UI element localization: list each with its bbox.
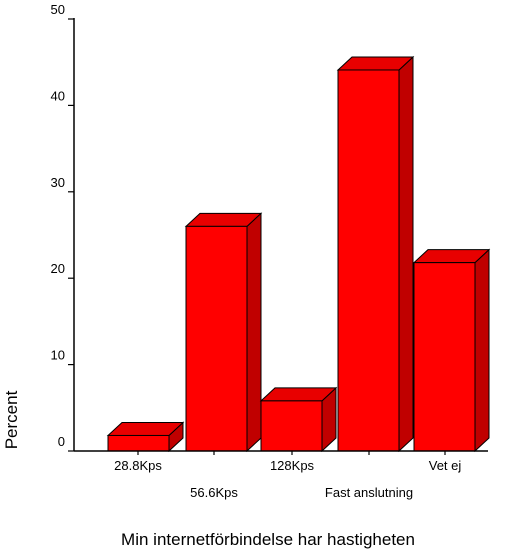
x-tick-label: 128Kps — [270, 458, 315, 473]
bar-front-face — [107, 434, 170, 452]
y-tick-label: 50 — [51, 2, 65, 17]
y-tick-label: 40 — [51, 88, 65, 103]
bar-28-8kps — [106, 421, 185, 453]
y-tick-label: 30 — [51, 175, 65, 190]
y-tick-label: 0 — [58, 434, 65, 449]
bar-128kps — [259, 386, 338, 453]
bar-side-face — [474, 248, 490, 453]
bar-vet-ej — [412, 248, 491, 453]
bar-front-face — [260, 400, 323, 452]
x-axis-ticks: 28.8Kps 56.6Kps 128Kps Fast anslutning Vet e… — [114, 451, 461, 500]
bar-top-face — [412, 249, 491, 264]
bar-top-face — [106, 421, 185, 436]
y-axis-ticks: 0 10 20 30 40 50 — [51, 2, 74, 452]
x-tick-label: Vet ej — [429, 458, 462, 473]
y-axis-title: Percent — [2, 390, 21, 449]
bar-front-face — [337, 69, 400, 452]
x-tick-label: 28.8Kps — [114, 458, 162, 473]
bar-front-face — [185, 225, 248, 452]
bar-side-face — [398, 55, 414, 453]
bar-fast-anslutning — [336, 55, 415, 453]
bar-top-face — [184, 212, 263, 227]
bar-group — [106, 55, 491, 453]
y-tick-label: 10 — [51, 348, 65, 363]
x-tick-label: Fast anslutning — [325, 485, 413, 500]
bar-side-face — [246, 212, 262, 453]
x-axis-title: Min internetförbindelse har hastigheten — [121, 530, 415, 549]
x-tick-label: 56.6Kps — [190, 485, 238, 500]
bar-56-6kps — [184, 212, 263, 453]
bar-top-face — [259, 387, 338, 402]
bar-top-face — [336, 56, 415, 71]
bar-front-face — [413, 262, 476, 452]
y-tick-label: 20 — [51, 261, 65, 276]
